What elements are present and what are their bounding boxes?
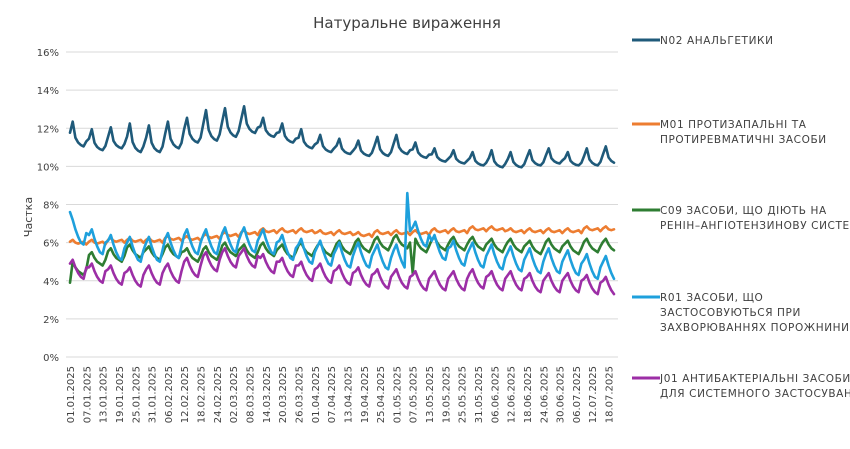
x-tick-label: 19.04.2025	[360, 366, 371, 423]
y-axis-label: Частка	[22, 197, 35, 237]
legend: N02 АНАЛЬГЕТИКИ M01 ПРОТИЗАПАЛЬНІ ТА ПРОТИ…	[632, 35, 850, 400]
x-tick-label: 25.01.2025	[131, 366, 142, 423]
x-tick-label: 07.01.2025	[82, 366, 93, 423]
y-tick-label: 0%	[43, 353, 59, 364]
y-tick-label: 8%	[43, 201, 59, 212]
x-tick-label: 24.02.2025	[213, 366, 224, 423]
x-tick-label: 13.05.2025	[425, 366, 436, 423]
y-axis-ticks: 0% 2% 4% 6% 8% 10% 12% 14% 16%	[37, 48, 59, 364]
x-tick-label: 12.07.2025	[588, 366, 599, 423]
series-lines	[68, 105, 616, 296]
x-tick-label: 06.02.2025	[164, 366, 175, 423]
x-tick-label: 13.04.2025	[343, 366, 354, 423]
x-axis-ticks: 01.01.2025 07.01.2025 13.01.2025 19.01.2025…	[66, 366, 616, 423]
series-line-1	[68, 105, 616, 169]
legend-label: J01 АНТИБАКТЕРІАЛЬНІ ЗАСОБИ ДЛЯ СИСТЕМНОГ…	[659, 373, 850, 400]
x-tick-label: 30.06.2025	[556, 366, 567, 423]
x-tick-label: 24.06.2025	[539, 366, 550, 423]
y-tick-label: 6%	[43, 239, 59, 250]
series-line-4	[68, 191, 616, 281]
x-tick-label: 19.05.2025	[441, 366, 452, 423]
x-tick-label: 06.07.2025	[572, 366, 583, 423]
x-tick-label: 01.01.2025	[66, 366, 77, 423]
x-tick-label: 12.06.2025	[507, 366, 518, 423]
x-tick-label: 13.01.2025	[99, 366, 110, 423]
x-tick-label: 19.01.2025	[115, 366, 126, 423]
legend-label: N02 АНАЛЬГЕТИКИ	[660, 35, 774, 47]
x-tick-label: 31.05.2025	[474, 366, 485, 423]
y-tick-label: 12%	[37, 124, 59, 135]
gridlines	[66, 51, 618, 358]
x-tick-label: 18.06.2025	[523, 366, 534, 423]
y-tick-label: 16%	[37, 48, 59, 59]
x-tick-label: 12.02.2025	[180, 366, 191, 423]
x-tick-label: 06.06.2025	[490, 366, 501, 423]
x-tick-label: 07.05.2025	[409, 366, 420, 423]
x-tick-label: 25.05.2025	[458, 366, 469, 423]
x-tick-label: 14.03.2025	[262, 366, 273, 423]
legend-label: C09 ЗАСОБИ, ЩО ДІЮТЬ НА РЕНІН–АНГІОТЕНЗИН…	[660, 205, 850, 232]
y-tick-label: 14%	[37, 86, 59, 97]
x-tick-label: 02.03.2025	[229, 366, 240, 423]
x-tick-label: 18.07.2025	[605, 366, 616, 423]
x-tick-label: 07.04.2025	[327, 366, 338, 423]
y-tick-label: 10%	[37, 162, 59, 173]
x-tick-label: 31.01.2025	[148, 366, 159, 423]
series-line-2	[68, 225, 616, 246]
x-tick-label: 01.04.2025	[311, 366, 322, 423]
x-tick-label: 01.05.2025	[392, 366, 403, 423]
x-tick-label: 26.03.2025	[294, 366, 305, 423]
x-tick-label: 25.04.2025	[376, 366, 387, 423]
x-tick-label: 18.02.2025	[197, 366, 208, 423]
y-tick-label: 2%	[43, 315, 59, 326]
y-tick-label: 4%	[43, 277, 59, 288]
x-tick-label: 20.03.2025	[278, 366, 289, 423]
legend-label: M01 ПРОТИЗАПАЛЬНІ ТА ПРОТИРЕВМАТИЧНІ ЗАСО…	[660, 119, 827, 146]
series-line-5	[68, 247, 616, 296]
chart-title: Натуральне вираження	[313, 14, 501, 32]
x-tick-label: 08.03.2025	[246, 366, 257, 423]
legend-label: R01 ЗАСОБИ, ЩО ЗАСТОСОВУЮТЬСЯ ПРИ ЗАХВОРЮВ…	[660, 292, 850, 334]
